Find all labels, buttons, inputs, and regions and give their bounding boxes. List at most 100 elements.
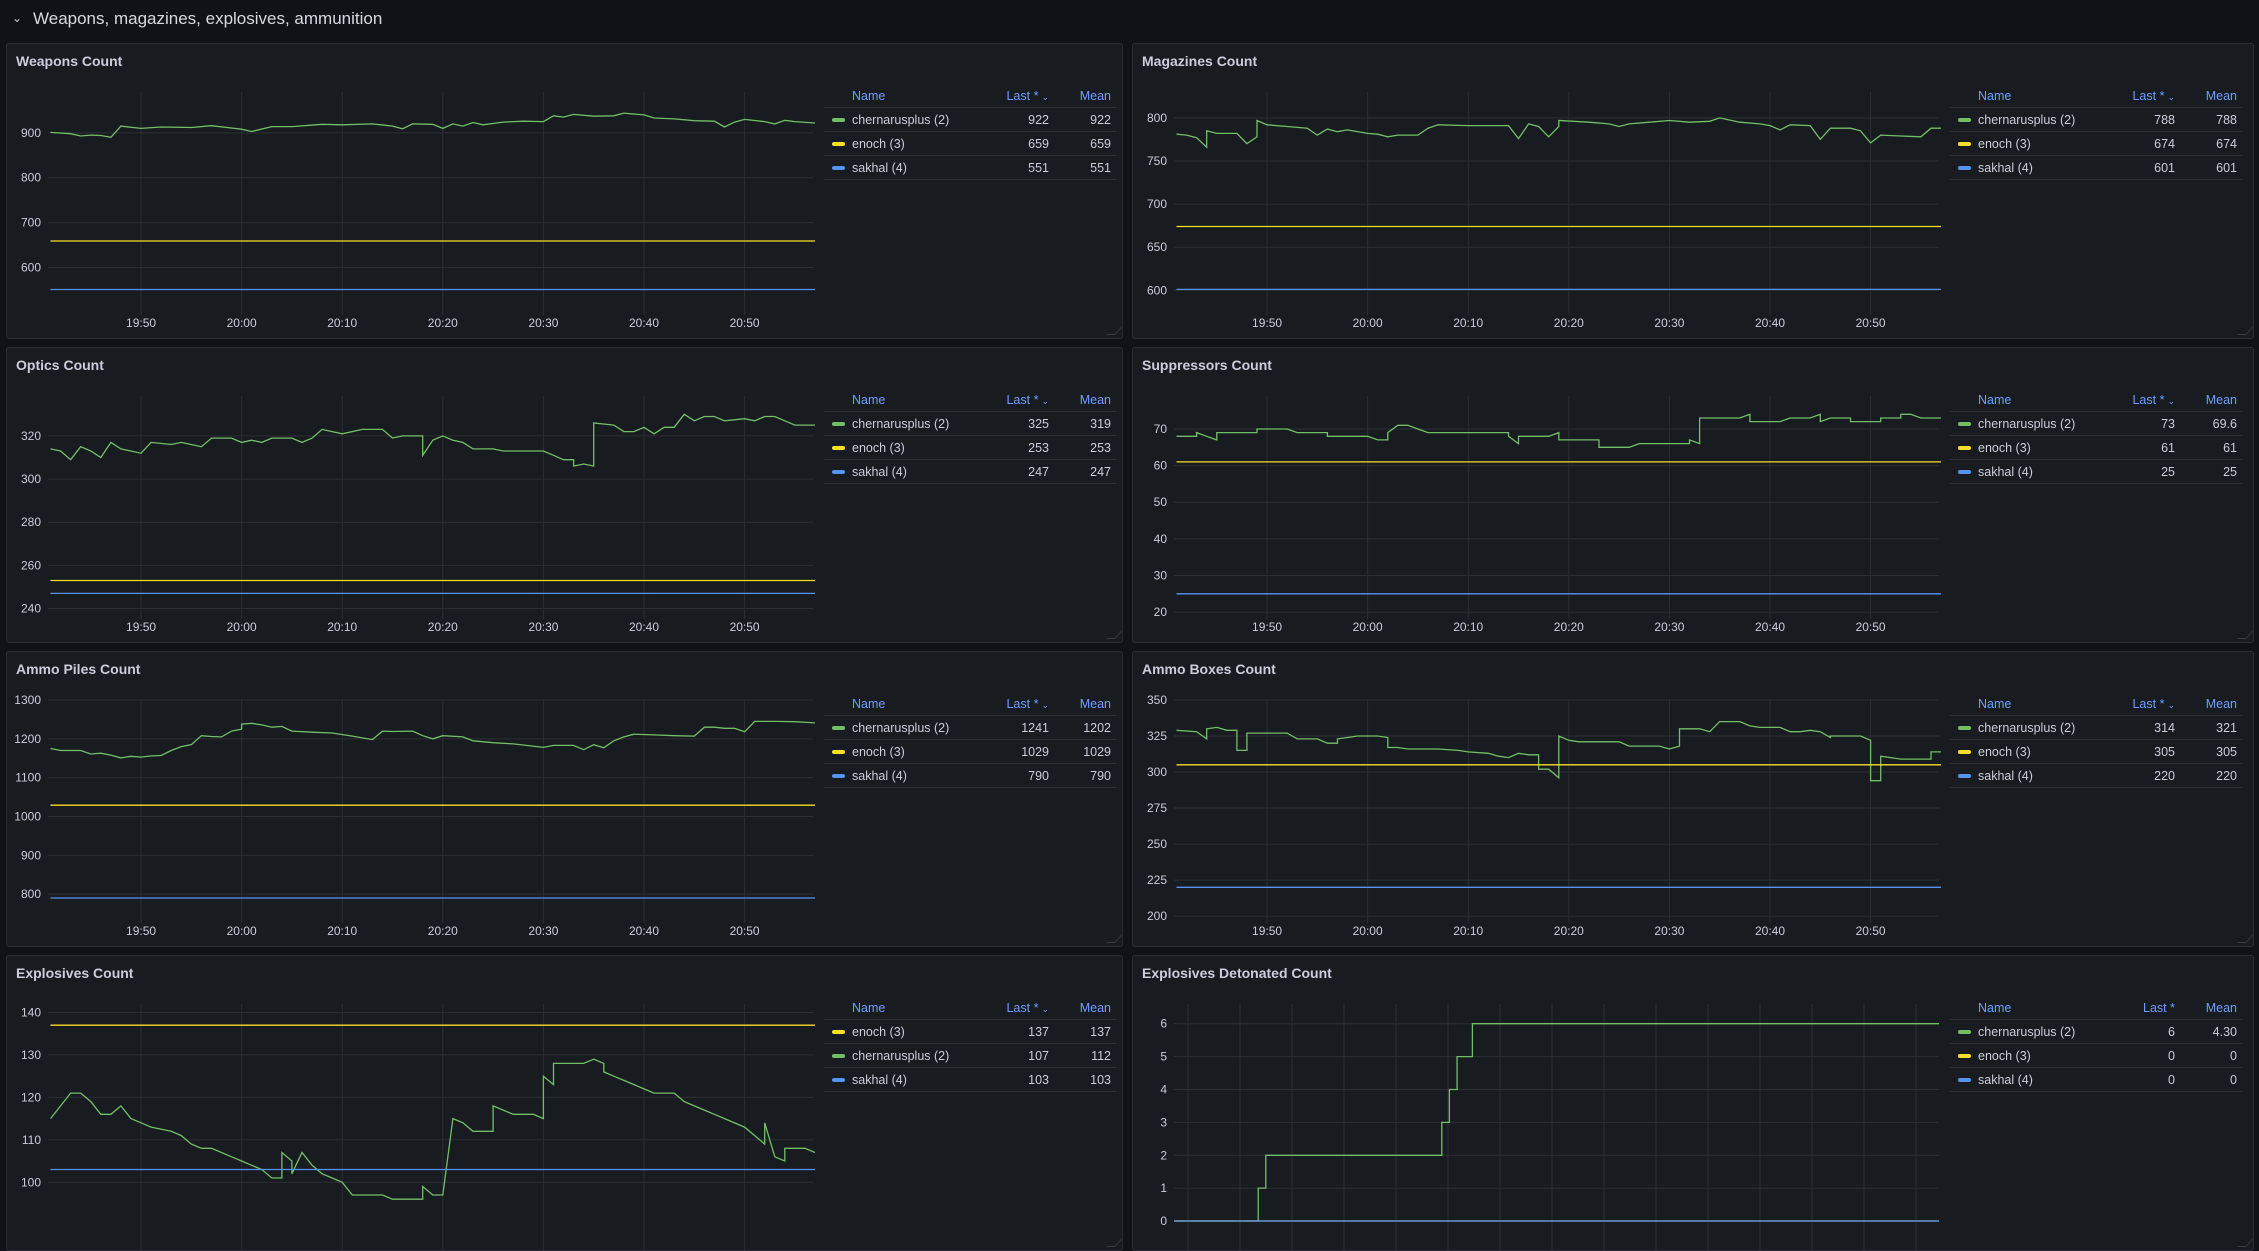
legend-row[interactable]: enoch (3) 674 674 xyxy=(1950,132,2242,156)
legend-row[interactable]: sakhal (4) 220 220 xyxy=(1950,764,2242,788)
legend-row[interactable]: enoch (3) 253 253 xyxy=(824,436,1116,460)
series-color-swatch[interactable] xyxy=(832,421,845,426)
legend-column-name[interactable]: Name xyxy=(1978,88,2012,103)
legend-row[interactable]: chernarusplus (2) 73 69.6 xyxy=(1950,412,2242,436)
legend-row[interactable]: chernarusplus (2) 6 4.30 xyxy=(1950,1020,2242,1044)
legend-row[interactable]: chernarusplus (2) 314 321 xyxy=(1950,716,2242,740)
legend-row[interactable]: sakhal (4) 601 601 xyxy=(1950,156,2242,180)
legend-column-mean[interactable]: Mean xyxy=(2205,696,2237,711)
legend-column-last[interactable]: Last * ⌄ xyxy=(979,697,1049,711)
series-color-swatch[interactable] xyxy=(1958,749,1971,754)
series-color-swatch[interactable] xyxy=(832,773,845,778)
legend-row[interactable]: sakhal (4) 0 0 xyxy=(1950,1068,2242,1092)
legend-column-name[interactable]: Name xyxy=(852,392,886,407)
y-tick-label: 300 xyxy=(21,472,41,486)
legend-column-name[interactable]: Name xyxy=(1978,696,2012,711)
legend-column-mean[interactable]: Mean xyxy=(2205,392,2237,407)
panel-optics-count[interactable]: Optics Count 240 260 280 300 320 19:50 20:00 20:… xyxy=(6,347,1123,643)
legend-column-last[interactable]: Last * ⌄ xyxy=(2105,697,2175,711)
panel-title[interactable]: Explosives Detonated Count xyxy=(1142,965,1332,981)
legend-column-name[interactable]: Name xyxy=(852,696,886,711)
series-color-swatch[interactable] xyxy=(1958,469,1971,474)
legend-row[interactable]: enoch (3) 0 0 xyxy=(1950,1044,2242,1068)
series-color-swatch[interactable] xyxy=(832,445,845,450)
legend-row[interactable]: sakhal (4) 247 247 xyxy=(824,460,1116,484)
legend-row[interactable]: enoch (3) 61 61 xyxy=(1950,436,2242,460)
chevron-down-icon[interactable]: ⌄ xyxy=(12,11,23,25)
legend-column-last[interactable]: Last * ⌄ xyxy=(2105,89,2175,103)
panel-weapons-count[interactable]: Weapons Count 600 700 800 900 19:50 20:00 20:10… xyxy=(6,43,1123,339)
series-color-swatch[interactable] xyxy=(1958,445,1971,450)
panel-title[interactable]: Ammo Boxes Count xyxy=(1142,661,1276,677)
panel-explosives-detonated-count[interactable]: Explosives Detonated Count 0 1 2 3 4 5 6 Name Las… xyxy=(1132,955,2254,1251)
series-color-swatch[interactable] xyxy=(832,1053,845,1058)
legend-column-mean[interactable]: Mean xyxy=(2205,88,2237,103)
panel-title[interactable]: Explosives Count xyxy=(16,965,134,981)
series-color-swatch[interactable] xyxy=(1958,1077,1971,1082)
legend-row[interactable]: sakhal (4) 790 790 xyxy=(824,764,1116,788)
panel-ammo-piles-count[interactable]: Ammo Piles Count 800 900 1000 1100 1200 1300 19… xyxy=(6,651,1123,947)
legend-row[interactable]: chernarusplus (2) 107 112 xyxy=(824,1044,1116,1068)
legend-column-mean[interactable]: Mean xyxy=(1079,392,1111,407)
series-color-swatch[interactable] xyxy=(1958,773,1971,778)
panel-title[interactable]: Magazines Count xyxy=(1142,53,1258,69)
legend-row[interactable]: enoch (3) 305 305 xyxy=(1950,740,2242,764)
legend-column-last[interactable]: Last * ⌄ xyxy=(979,89,1049,103)
legend-column-last[interactable]: Last * xyxy=(2105,1001,2175,1015)
legend-column-name[interactable]: Name xyxy=(852,1000,886,1015)
legend-row[interactable]: sakhal (4) 25 25 xyxy=(1950,460,2242,484)
legend-last-value: 107 xyxy=(1028,1048,1049,1063)
series-color-swatch[interactable] xyxy=(1958,1029,1971,1034)
legend-row[interactable]: chernarusplus (2) 1241 1202 xyxy=(824,716,1116,740)
legend-row[interactable]: sakhal (4) 551 551 xyxy=(824,156,1116,180)
series-color-swatch[interactable] xyxy=(1958,141,1971,146)
legend-column-mean[interactable]: Mean xyxy=(1079,696,1111,711)
legend-mean-value: 25 xyxy=(2223,464,2237,479)
y-tick-label: 1 xyxy=(1160,1181,1167,1195)
legend-column-name[interactable]: Name xyxy=(1978,1000,2012,1015)
legend-column-last[interactable]: Last * ⌄ xyxy=(979,1001,1049,1015)
panel-ammo-boxes-count[interactable]: Ammo Boxes Count 200 225 250 275 300 325 350 19:… xyxy=(1132,651,2254,947)
series-color-swatch[interactable] xyxy=(1958,1053,1971,1058)
legend-row[interactable]: sakhal (4) 103 103 xyxy=(824,1068,1116,1092)
panel-explosives-count[interactable]: Explosives Count 100 110 120 130 140 Name Last … xyxy=(6,955,1123,1251)
legend-column-mean[interactable]: Mean xyxy=(1079,1000,1111,1015)
series-color-swatch[interactable] xyxy=(832,1029,845,1034)
x-tick-label: 20:50 xyxy=(1856,924,1886,938)
panel-title[interactable]: Suppressors Count xyxy=(1142,357,1272,373)
legend-column-name[interactable]: Name xyxy=(852,88,886,103)
legend-row[interactable]: chernarusplus (2) 325 319 xyxy=(824,412,1116,436)
legend-row[interactable]: enoch (3) 659 659 xyxy=(824,132,1116,156)
x-tick-label: 20:10 xyxy=(327,620,357,634)
legend-column-last-label: Last * xyxy=(1006,696,1039,711)
legend-column-name[interactable]: Name xyxy=(1978,392,2012,407)
panel-title[interactable]: Weapons Count xyxy=(16,53,123,69)
panel-suppressors-count[interactable]: Suppressors Count 20 30 40 50 60 70 19:50 20:00 2… xyxy=(1132,347,2254,643)
row-header[interactable]: ⌄ Weapons, magazines, explosives, ammuni… xyxy=(0,0,2259,40)
legend-column-last[interactable]: Last * ⌄ xyxy=(2105,393,2175,407)
series-color-swatch[interactable] xyxy=(832,725,845,730)
series-color-swatch[interactable] xyxy=(832,165,845,170)
series-color-swatch[interactable] xyxy=(832,469,845,474)
x-tick-label: 20:30 xyxy=(1654,924,1684,938)
legend-series-name: chernarusplus (2) xyxy=(852,720,950,735)
panel-title[interactable]: Optics Count xyxy=(16,357,104,373)
legend-column-mean[interactable]: Mean xyxy=(1079,88,1111,103)
panel-title[interactable]: Ammo Piles Count xyxy=(16,661,141,677)
series-color-swatch[interactable] xyxy=(832,749,845,754)
series-color-swatch[interactable] xyxy=(832,141,845,146)
legend-row[interactable]: enoch (3) 137 137 xyxy=(824,1020,1116,1044)
legend-row[interactable]: enoch (3) 1029 1029 xyxy=(824,740,1116,764)
series-color-swatch[interactable] xyxy=(1958,165,1971,170)
legend-row[interactable]: chernarusplus (2) 922 922 xyxy=(824,108,1116,132)
series-color-swatch[interactable] xyxy=(832,117,845,122)
series-color-swatch[interactable] xyxy=(832,1077,845,1082)
legend-last-value: 659 xyxy=(1028,136,1049,151)
panel-magazines-count[interactable]: Magazines Count 600 650 700 750 800 19:50 20:00… xyxy=(1132,43,2254,339)
legend-column-last[interactable]: Last * ⌄ xyxy=(979,393,1049,407)
series-color-swatch[interactable] xyxy=(1958,725,1971,730)
legend-row[interactable]: chernarusplus (2) 788 788 xyxy=(1950,108,2242,132)
legend-column-mean[interactable]: Mean xyxy=(2205,1000,2237,1015)
series-color-swatch[interactable] xyxy=(1958,421,1971,426)
series-color-swatch[interactable] xyxy=(1958,117,1971,122)
